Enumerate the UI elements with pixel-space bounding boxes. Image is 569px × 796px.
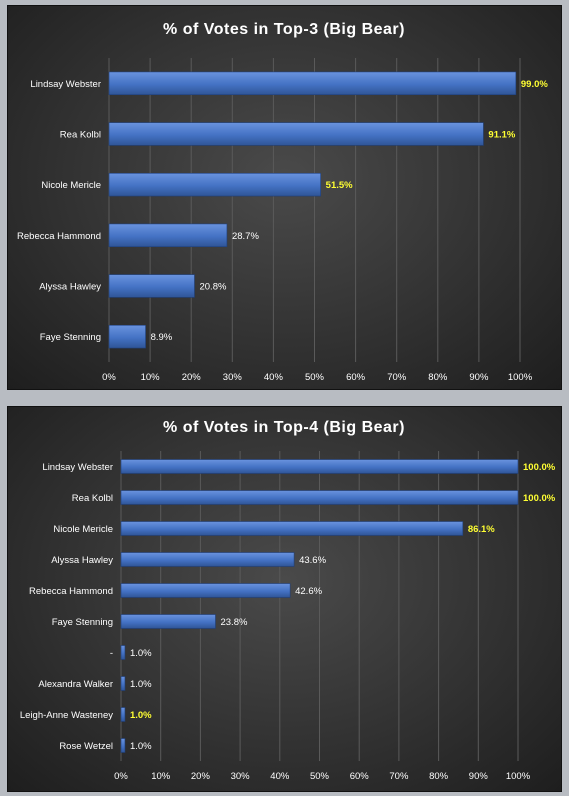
- category-label: -: [110, 648, 113, 659]
- data-label: 86.1%: [468, 524, 495, 535]
- x-tick-label: 30%: [223, 372, 243, 383]
- data-label: 1.0%: [130, 741, 152, 752]
- x-tick-label: 100%: [506, 771, 531, 782]
- data-label: 51.5%: [326, 180, 353, 191]
- x-tick-label: 90%: [469, 771, 489, 782]
- x-tick-label: 90%: [469, 372, 489, 383]
- x-tick-label: 70%: [389, 771, 409, 782]
- category-label: Lindsay Webster: [30, 79, 101, 90]
- bar: [108, 172, 321, 197]
- data-label: 20.8%: [199, 282, 226, 293]
- x-tick-label: 50%: [310, 771, 330, 782]
- category-label: Rebecca Hammond: [17, 231, 101, 242]
- bar: [120, 521, 464, 536]
- chart-top3: % of Votes in Top-3 (Big Bear) 0% 10% 20% 30…: [17, 21, 548, 383]
- x-tick-label: 20%: [191, 771, 211, 782]
- x-tick-label: 30%: [231, 771, 251, 782]
- chart-title: % of Votes in Top-3 (Big Bear): [163, 21, 405, 38]
- category-label: Alyssa Hawley: [51, 555, 113, 566]
- x-tick-label: 10%: [151, 771, 171, 782]
- bar: [120, 645, 126, 660]
- x-tick-label: 60%: [346, 372, 366, 383]
- bar: [120, 583, 291, 598]
- bar: [120, 614, 216, 629]
- chart-title: % of Votes in Top-4 (Big Bear): [163, 419, 405, 436]
- x-tick-label: 0%: [114, 771, 128, 782]
- category-label: Nicole Mericle: [41, 180, 101, 191]
- bar: [120, 738, 126, 753]
- data-label: 1.0%: [130, 679, 152, 690]
- category-label: Lindsay Webster: [42, 462, 113, 473]
- x-tick-label: 80%: [428, 372, 448, 383]
- bar: [108, 71, 517, 96]
- category-label: Rebecca Hammond: [29, 586, 113, 597]
- data-label: 100.0%: [523, 493, 556, 504]
- data-label: 23.8%: [220, 617, 247, 628]
- bar: [108, 122, 484, 146]
- bar: [108, 274, 195, 298]
- category-label: Faye Stenning: [52, 617, 113, 628]
- chart-panel-top3: % of Votes in Top-3 (Big Bear) 0% 10% 20% 30…: [7, 5, 562, 390]
- chart-top4: % of Votes in Top-4 (Big Bear) 0% 10% 20% 30…: [20, 419, 556, 782]
- x-tick-label: 50%: [305, 372, 325, 383]
- data-label: 43.6%: [299, 555, 326, 566]
- x-tick-label: 40%: [270, 771, 290, 782]
- data-label: 28.7%: [232, 231, 259, 242]
- x-tick-label: 80%: [429, 771, 449, 782]
- category-label: Faye Stenning: [40, 332, 101, 343]
- data-label: 91.1%: [488, 130, 515, 141]
- x-tick-label: 0%: [102, 372, 116, 383]
- x-tick-label: 40%: [264, 372, 284, 383]
- category-label: Alyssa Hawley: [39, 282, 101, 293]
- bar: [120, 707, 126, 722]
- x-tick-label: 70%: [387, 372, 407, 383]
- x-tick-label: 60%: [350, 771, 370, 782]
- category-label: Rose Wetzel: [59, 741, 113, 752]
- bar: [120, 459, 519, 474]
- data-label: 42.6%: [295, 586, 322, 597]
- category-label: Alexandra Walker: [38, 679, 113, 690]
- bar: [108, 223, 228, 248]
- x-tick-label: 10%: [141, 372, 161, 383]
- x-tick-label: 100%: [508, 372, 533, 383]
- bar: [120, 552, 295, 567]
- data-label: 1.0%: [130, 710, 152, 721]
- category-label: Leigh-Anne Wasteney: [20, 710, 113, 721]
- data-label: 8.9%: [151, 332, 173, 343]
- data-label: 99.0%: [521, 79, 548, 90]
- chart-panel-top4: % of Votes in Top-4 (Big Bear) 0% 10% 20% 30…: [7, 406, 562, 792]
- bar: [120, 490, 519, 505]
- category-label: Nicole Mericle: [53, 524, 113, 535]
- bar: [120, 676, 126, 691]
- category-label: Rea Kolbl: [60, 130, 101, 141]
- x-tick-label: 20%: [182, 372, 202, 383]
- category-label: Rea Kolbl: [72, 493, 113, 504]
- bar: [108, 324, 146, 349]
- data-label: 1.0%: [130, 648, 152, 659]
- data-label: 100.0%: [523, 462, 556, 473]
